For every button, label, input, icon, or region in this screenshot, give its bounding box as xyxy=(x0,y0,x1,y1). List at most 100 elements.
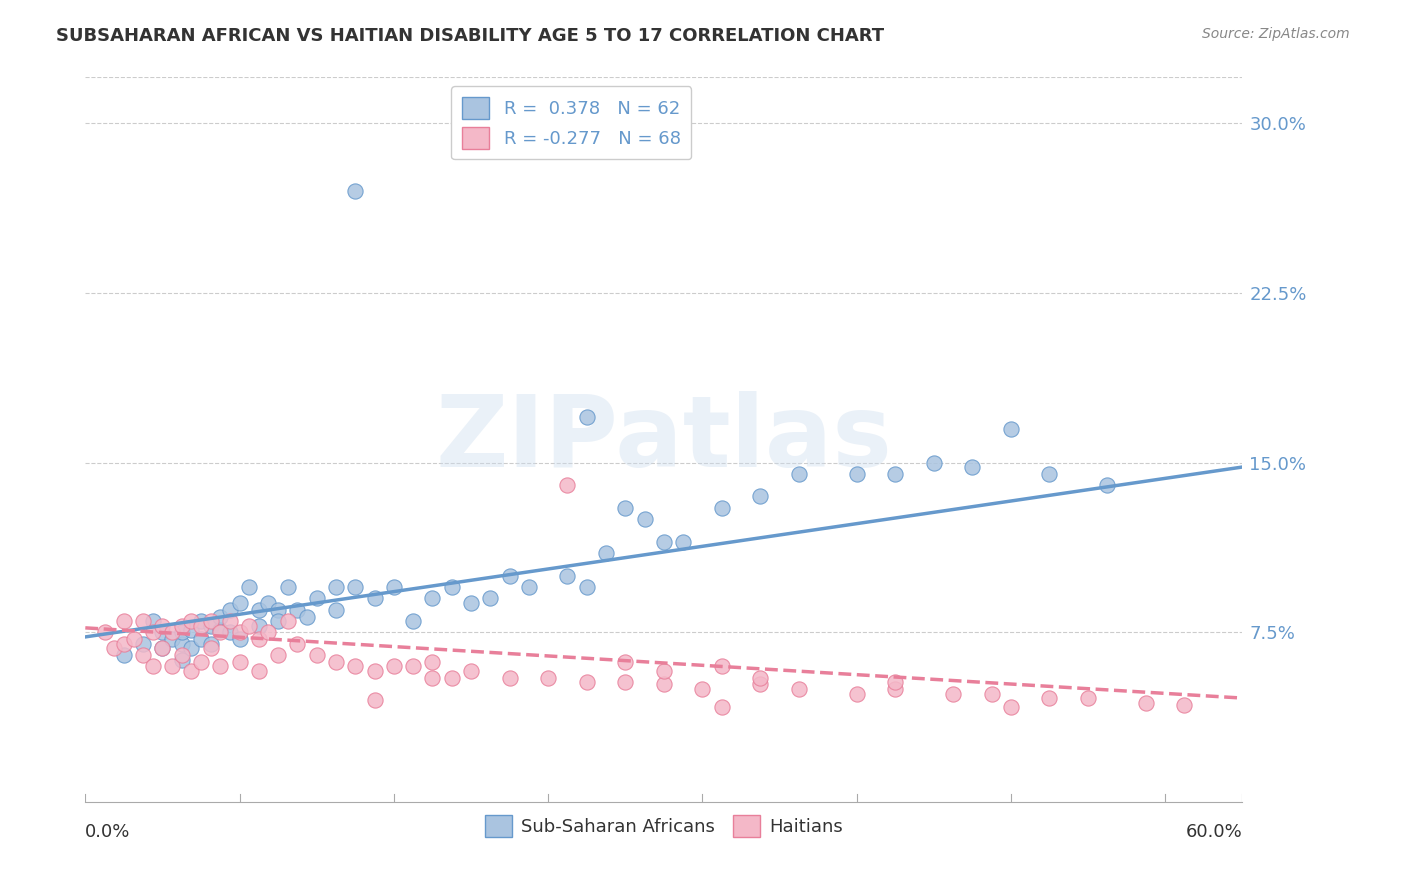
Point xyxy=(787,681,810,696)
Point xyxy=(93,625,115,640)
Point xyxy=(170,648,193,662)
Point xyxy=(209,623,232,637)
Point xyxy=(142,659,165,673)
Point xyxy=(575,410,598,425)
Point xyxy=(672,534,695,549)
Point xyxy=(363,664,385,678)
Point xyxy=(238,618,260,632)
Point xyxy=(440,671,463,685)
Point xyxy=(247,603,270,617)
Point xyxy=(287,637,309,651)
Point xyxy=(190,655,212,669)
Point xyxy=(180,623,202,637)
Point xyxy=(1038,467,1060,481)
Point xyxy=(122,632,145,647)
Point xyxy=(132,637,155,651)
Point xyxy=(1038,691,1060,706)
Point xyxy=(190,614,212,628)
Point xyxy=(170,618,193,632)
Text: 0.0%: 0.0% xyxy=(86,822,131,840)
Point xyxy=(209,659,232,673)
Point xyxy=(267,648,290,662)
Point xyxy=(277,580,299,594)
Point xyxy=(614,500,637,515)
Point xyxy=(209,609,232,624)
Point xyxy=(325,655,347,669)
Point xyxy=(980,687,1002,701)
Point xyxy=(180,664,202,678)
Point xyxy=(305,591,328,606)
Point xyxy=(787,467,810,481)
Point xyxy=(112,637,135,651)
Point xyxy=(382,659,405,673)
Point xyxy=(479,591,502,606)
Point xyxy=(633,512,655,526)
Point xyxy=(160,625,183,640)
Point xyxy=(325,580,347,594)
Point xyxy=(219,614,242,628)
Point xyxy=(845,687,868,701)
Point xyxy=(170,637,193,651)
Point xyxy=(228,596,250,610)
Point xyxy=(710,659,733,673)
Point xyxy=(460,596,482,610)
Point xyxy=(1000,700,1022,714)
Point xyxy=(112,614,135,628)
Point xyxy=(498,671,520,685)
Point xyxy=(363,591,385,606)
Point xyxy=(325,603,347,617)
Point xyxy=(142,625,165,640)
Point xyxy=(142,614,165,628)
Point xyxy=(267,614,290,628)
Point xyxy=(884,467,907,481)
Point xyxy=(575,580,598,594)
Point xyxy=(710,500,733,515)
Point xyxy=(228,625,250,640)
Point xyxy=(962,460,984,475)
Point xyxy=(749,490,772,504)
Point xyxy=(460,664,482,678)
Point xyxy=(1000,421,1022,435)
Point xyxy=(575,675,598,690)
Point xyxy=(1097,478,1119,492)
Point xyxy=(295,609,318,624)
Point xyxy=(614,675,637,690)
Point xyxy=(422,655,444,669)
Point xyxy=(190,632,212,647)
Point xyxy=(190,618,212,632)
Point xyxy=(884,675,907,690)
Point xyxy=(363,693,385,707)
Point xyxy=(498,568,520,582)
Point xyxy=(247,632,270,647)
Point xyxy=(557,568,579,582)
Point xyxy=(180,614,202,628)
Point xyxy=(382,580,405,594)
Point xyxy=(152,641,174,656)
Point xyxy=(614,655,637,669)
Point xyxy=(132,648,155,662)
Point xyxy=(209,625,232,640)
Point xyxy=(200,614,222,628)
Point xyxy=(402,614,425,628)
Point xyxy=(595,546,617,560)
Point xyxy=(344,184,367,198)
Legend: Sub-Saharan Africans, Haitians: Sub-Saharan Africans, Haitians xyxy=(478,807,851,844)
Point xyxy=(180,641,202,656)
Text: ZIPatlas: ZIPatlas xyxy=(436,392,893,488)
Point xyxy=(305,648,328,662)
Point xyxy=(247,664,270,678)
Point xyxy=(219,603,242,617)
Point xyxy=(884,681,907,696)
Point xyxy=(922,456,945,470)
Point xyxy=(152,625,174,640)
Point xyxy=(200,637,222,651)
Point xyxy=(749,677,772,691)
Point xyxy=(170,625,193,640)
Point xyxy=(160,659,183,673)
Point xyxy=(1135,696,1157,710)
Point xyxy=(132,614,155,628)
Point xyxy=(277,614,299,628)
Point xyxy=(692,681,714,696)
Text: 60.0%: 60.0% xyxy=(1185,822,1243,840)
Point xyxy=(228,632,250,647)
